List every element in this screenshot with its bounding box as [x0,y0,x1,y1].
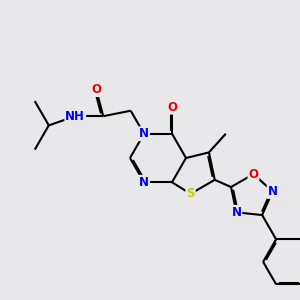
Text: S: S [186,187,195,200]
Text: NH: NH [65,110,85,123]
Text: O: O [167,101,177,114]
Text: N: N [268,185,278,198]
Text: O: O [91,83,101,96]
Text: N: N [231,206,242,219]
Text: O: O [248,168,258,181]
Text: N: N [139,127,149,140]
Text: N: N [139,176,149,189]
